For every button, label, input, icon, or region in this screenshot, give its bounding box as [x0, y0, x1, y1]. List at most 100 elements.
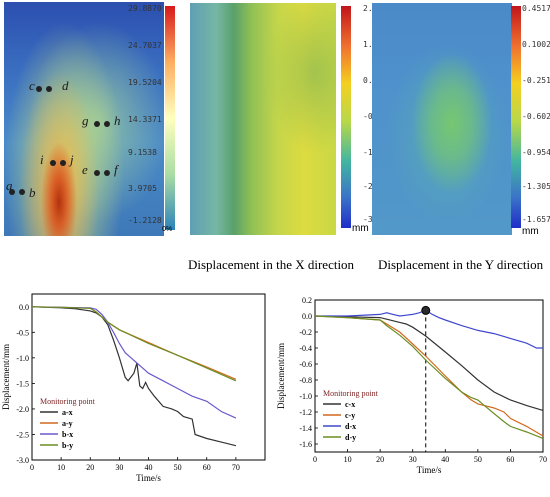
point-dot [104, 121, 110, 127]
y-tick-label: -1.0 [16, 354, 29, 363]
colorbar-label: -0.9543 [522, 148, 550, 157]
caption-x-displacement: Displacement in the X direction [188, 257, 355, 272]
point-label-d: d [62, 78, 69, 93]
line-chart-right: 0 10 20 30 40 50 60 70 0.2 0.0 -0.2 -0.4 -0.6 -0.8 -1.… [276, 296, 547, 475]
y-tick-label: -0.6 [299, 360, 312, 369]
y-tick-label: -1.6 [299, 440, 312, 449]
contour-map-y-displacement [372, 3, 512, 235]
colorbar-strain [165, 6, 175, 230]
legend-label-c-y: c-y [345, 411, 355, 420]
point-dot [36, 86, 42, 92]
y-tick-label: -1.4 [299, 424, 312, 433]
colorbar-unit: mm [352, 223, 369, 234]
legend-label-c-x: c-x [345, 400, 355, 409]
plot-frame [314, 299, 544, 453]
y-tick-label: -0.2 [299, 328, 312, 337]
x-axis-label: Time/s [417, 465, 442, 475]
x-tick-label: 10 [344, 455, 352, 464]
colorbar-label: 0.1002 [522, 40, 550, 49]
colorbar-x-displacement [341, 6, 351, 228]
series-line-a-x [31, 306, 237, 447]
legend-label-b-x: b-x [62, 430, 73, 439]
colorbar-label: -1.2128 [128, 216, 162, 225]
series-line-b-y [31, 306, 237, 382]
colorbar-label: 24.7037 [128, 41, 162, 50]
x-tick-label: 20 [376, 455, 384, 464]
legend-label-d-x: d-x [345, 422, 356, 431]
y-tick-label: 0.0 [19, 303, 29, 312]
point-label-e: e [82, 162, 88, 177]
line-chart-left: 0 10 20 30 40 50 60 70 0.0 -0.5 -1.0 -1.5 -2.0 -2.5 -3… [1, 293, 266, 483]
colorbar-label: -1.3058 [522, 182, 550, 191]
x-tick-label: 0 [30, 463, 34, 472]
legend-label-b-y: b-y [62, 441, 73, 450]
x-tick-label: 30 [409, 455, 417, 464]
x-tick-label: 30 [115, 463, 123, 472]
legend-label-a-x: a-x [62, 408, 73, 417]
y-tick-label: -0.4 [299, 344, 312, 353]
y-tick-label: -0.5 [16, 328, 29, 337]
point-label-a: a [6, 178, 13, 193]
x-tick-label: 70 [539, 455, 547, 464]
series-line-d-y [314, 315, 544, 439]
y-axis-label: Displacement/mm [1, 344, 11, 410]
x-tick-label: 60 [506, 455, 514, 464]
x-tick-label: 0 [313, 455, 317, 464]
point-dot [104, 170, 110, 176]
y-tick-label: -1.0 [299, 392, 312, 401]
series-line-c-x [314, 315, 544, 411]
x-tick-label: 70 [232, 463, 240, 472]
y-tick-label: 0.0 [302, 312, 312, 321]
x-tick-label: 10 [57, 463, 65, 472]
point-dot [9, 189, 15, 195]
caption-y-displacement: Displacement in the Y direction [378, 257, 544, 272]
colorbar-label: 9.1538 [128, 148, 157, 157]
colorbar-label: 0.4517 [522, 4, 550, 13]
colorbar-unit: mm [522, 226, 539, 237]
colorbar-label: 19.5204 [128, 78, 162, 87]
colorbar-label: -0.6028 [522, 112, 550, 121]
colorbar-label: 3.9705 [128, 184, 157, 193]
point-dot [19, 189, 25, 195]
x-tick-label: 20 [86, 463, 94, 472]
series-line-a-y [31, 306, 237, 380]
y-tick-label: 0.2 [302, 296, 312, 305]
legend-label-d-y: d-y [345, 433, 356, 442]
point-label-f: f [114, 162, 118, 177]
y-tick-label: -1.2 [299, 408, 312, 417]
contour-map-x-displacement [190, 3, 336, 235]
point-label-b: b [29, 185, 36, 200]
point-label-c: c [29, 78, 35, 93]
colorbar-label: 14.3371 [128, 115, 162, 124]
y-tick-label: -2.0 [16, 405, 29, 414]
contour-map-strain [4, 2, 164, 236]
y-tick-label: -1.5 [16, 379, 29, 388]
point-dot [46, 86, 52, 92]
point-label-i: i [40, 152, 44, 167]
y-tick-label: -0.8 [299, 376, 312, 385]
x-tick-label: 60 [203, 463, 211, 472]
x-tick-label: 40 [441, 455, 449, 464]
point-label-j: j [70, 152, 74, 167]
colorbar-unit: 0% [162, 226, 173, 233]
colorbar-label: 29.8870 [128, 4, 162, 13]
y-tick-label: -2.5 [16, 430, 29, 439]
legend-label-a-y: a-y [62, 419, 73, 428]
x-axis-label: Time/s [136, 473, 161, 483]
series-line-b-x [31, 306, 237, 419]
x-tick-label: 40 [145, 463, 153, 472]
x-tick-label: 50 [174, 463, 182, 472]
point-label-h: h [114, 113, 121, 128]
legend-title: Monitoring point [323, 389, 379, 398]
point-dot [94, 170, 100, 176]
series-line-d-x [315, 309, 543, 349]
colorbar-y-displacement [511, 6, 521, 228]
y-tick-label: -3.0 [16, 456, 29, 465]
point-dot [94, 121, 100, 127]
legend-title: Monitoring point [40, 397, 96, 406]
point-dot [60, 160, 66, 166]
point-label-g: g [82, 113, 89, 128]
y-axis-label: Displacement/mm [276, 343, 286, 409]
colorbar-label: -0.2513 [522, 76, 550, 85]
marker-point [421, 305, 431, 315]
